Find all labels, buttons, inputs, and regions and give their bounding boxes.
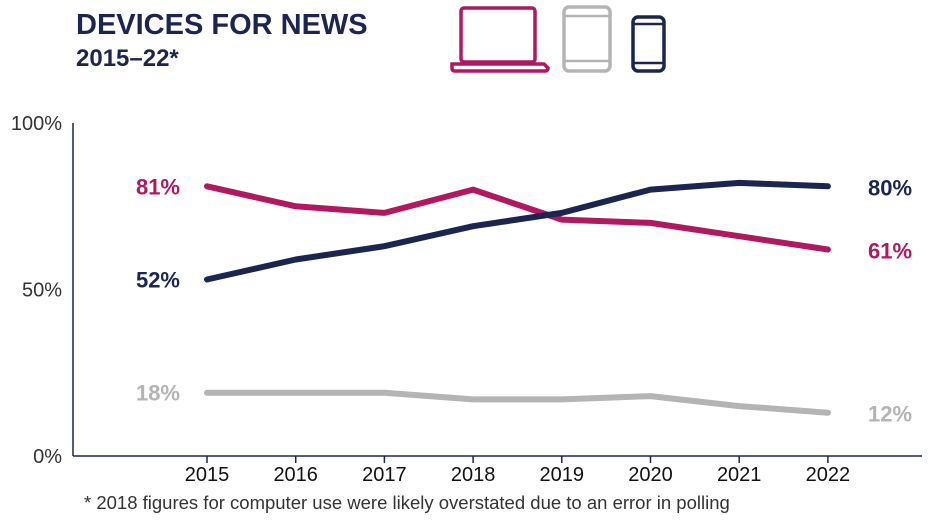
x-tick-label: 2020 (628, 464, 673, 486)
series-line (204, 179, 831, 283)
chart-subtitle: 2015–22* (76, 45, 179, 72)
x-tick-label: 2016 (273, 464, 318, 486)
series-start-label: 52% (136, 268, 180, 293)
x-tick-label: 2019 (540, 464, 585, 486)
chart-title: DEVICES FOR NEWS 2015–22* (76, 8, 368, 76)
device-icons (450, 5, 666, 73)
x-tick-label: 2017 (362, 464, 407, 486)
x-tick-label: 2018 (451, 464, 496, 486)
y-tick-label: 50% (22, 280, 62, 302)
chart-title-text: DEVICES FOR NEWS (76, 9, 368, 41)
series-start-label: 81% (136, 174, 180, 199)
series-end-label: 12% (868, 402, 912, 427)
tablet-icon (562, 5, 612, 73)
x-tick-label: 2015 (185, 464, 230, 486)
x-tick-label: 2021 (717, 464, 762, 486)
series-line (204, 389, 831, 416)
series-end-label: 61% (868, 239, 912, 264)
laptop-icon (450, 6, 550, 73)
y-tick-label: 100% (11, 113, 62, 135)
series-line (204, 183, 831, 253)
smartphone-icon (631, 15, 666, 73)
footnote: * 2018 figures for computer use were lik… (84, 492, 730, 513)
series-start-label: 18% (136, 381, 180, 406)
x-tick-label: 2022 (806, 464, 851, 486)
series-end-label: 80% (868, 175, 912, 200)
y-tick-label: 0% (33, 446, 62, 468)
